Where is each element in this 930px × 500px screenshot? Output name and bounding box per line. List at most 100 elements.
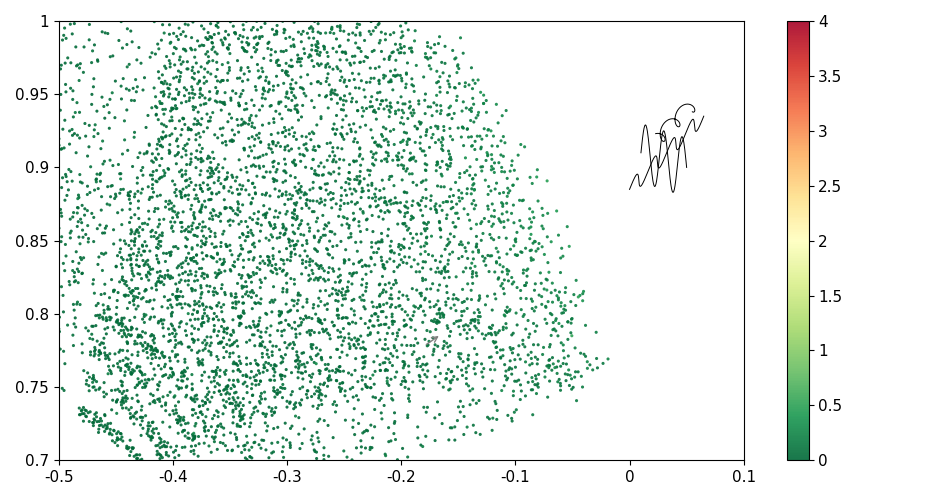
- Point: [147, 313, 162, 321]
- Point: [229, 293, 244, 301]
- Point: [264, 130, 279, 138]
- Point: [200, 271, 215, 279]
- Point: [266, 82, 281, 90]
- Point: [275, 190, 290, 198]
- Point: [197, 428, 212, 436]
- Point: [241, 134, 256, 142]
- Point: [115, 378, 130, 386]
- Point: [97, 229, 112, 237]
- Point: [142, 194, 157, 202]
- Point: [441, 260, 456, 268]
- Point: [398, 84, 413, 92]
- Point: [59, 80, 73, 88]
- Point: [267, 213, 282, 221]
- Point: [130, 284, 145, 292]
- Point: [98, 349, 113, 357]
- Point: [125, 286, 140, 294]
- Point: [448, 178, 463, 186]
- Point: [217, 368, 232, 376]
- Point: [156, 316, 171, 324]
- Point: [498, 106, 513, 114]
- Point: [280, 208, 295, 216]
- Point: [172, 117, 187, 125]
- Point: [298, 247, 312, 255]
- Point: [253, 399, 268, 407]
- Point: [272, 312, 287, 320]
- Point: [329, 290, 344, 298]
- Point: [179, 254, 194, 262]
- Point: [239, 100, 254, 108]
- Point: [365, 243, 379, 251]
- Point: [166, 30, 181, 38]
- Point: [326, 190, 340, 198]
- Point: [282, 236, 297, 244]
- Point: [67, 320, 82, 328]
- Point: [190, 37, 205, 45]
- Point: [358, 261, 373, 269]
- Point: [492, 190, 507, 198]
- Point: [183, 254, 198, 262]
- Point: [328, 408, 343, 416]
- Point: [455, 124, 470, 132]
- Point: [329, 346, 344, 354]
- Point: [286, 36, 300, 44]
- Point: [376, 308, 391, 316]
- Point: [396, 374, 411, 382]
- Point: [343, 233, 358, 241]
- Point: [360, 427, 375, 435]
- Point: [485, 142, 499, 150]
- Point: [355, 208, 370, 216]
- Point: [531, 341, 546, 349]
- Point: [74, 340, 89, 348]
- Point: [277, 155, 292, 163]
- Point: [510, 175, 525, 183]
- Point: [189, 59, 204, 67]
- Point: [119, 442, 134, 450]
- Point: [545, 279, 560, 287]
- Point: [358, 305, 373, 313]
- Point: [141, 215, 156, 223]
- Point: [267, 372, 282, 380]
- Point: [408, 157, 423, 165]
- Point: [484, 324, 498, 332]
- Point: [452, 197, 467, 205]
- Point: [161, 164, 176, 172]
- Point: [304, 42, 319, 50]
- Point: [253, 392, 268, 400]
- Point: [118, 398, 133, 406]
- Point: [239, 324, 254, 332]
- Point: [333, 94, 348, 102]
- Point: [141, 207, 156, 215]
- Point: [479, 331, 494, 339]
- Point: [152, 430, 166, 438]
- Point: [193, 282, 208, 290]
- Point: [284, 195, 299, 203]
- Point: [135, 226, 150, 234]
- Point: [254, 278, 269, 286]
- Point: [159, 450, 174, 458]
- Point: [238, 218, 253, 226]
- Point: [153, 231, 167, 239]
- Point: [151, 244, 166, 252]
- Point: [462, 106, 477, 114]
- Point: [414, 178, 429, 186]
- Point: [201, 174, 216, 182]
- Point: [225, 299, 240, 307]
- Point: [510, 251, 525, 259]
- Point: [77, 120, 92, 128]
- Point: [222, 110, 237, 118]
- Point: [247, 243, 262, 251]
- Point: [163, 336, 178, 344]
- Point: [211, 412, 226, 420]
- Point: [419, 240, 434, 248]
- Point: [226, 206, 241, 214]
- Point: [142, 53, 157, 61]
- Point: [251, 320, 266, 328]
- Point: [299, 314, 314, 322]
- Point: [123, 188, 138, 196]
- Point: [185, 64, 200, 72]
- Point: [119, 40, 134, 48]
- Point: [392, 40, 407, 48]
- Point: [294, 38, 309, 46]
- Point: [346, 296, 361, 304]
